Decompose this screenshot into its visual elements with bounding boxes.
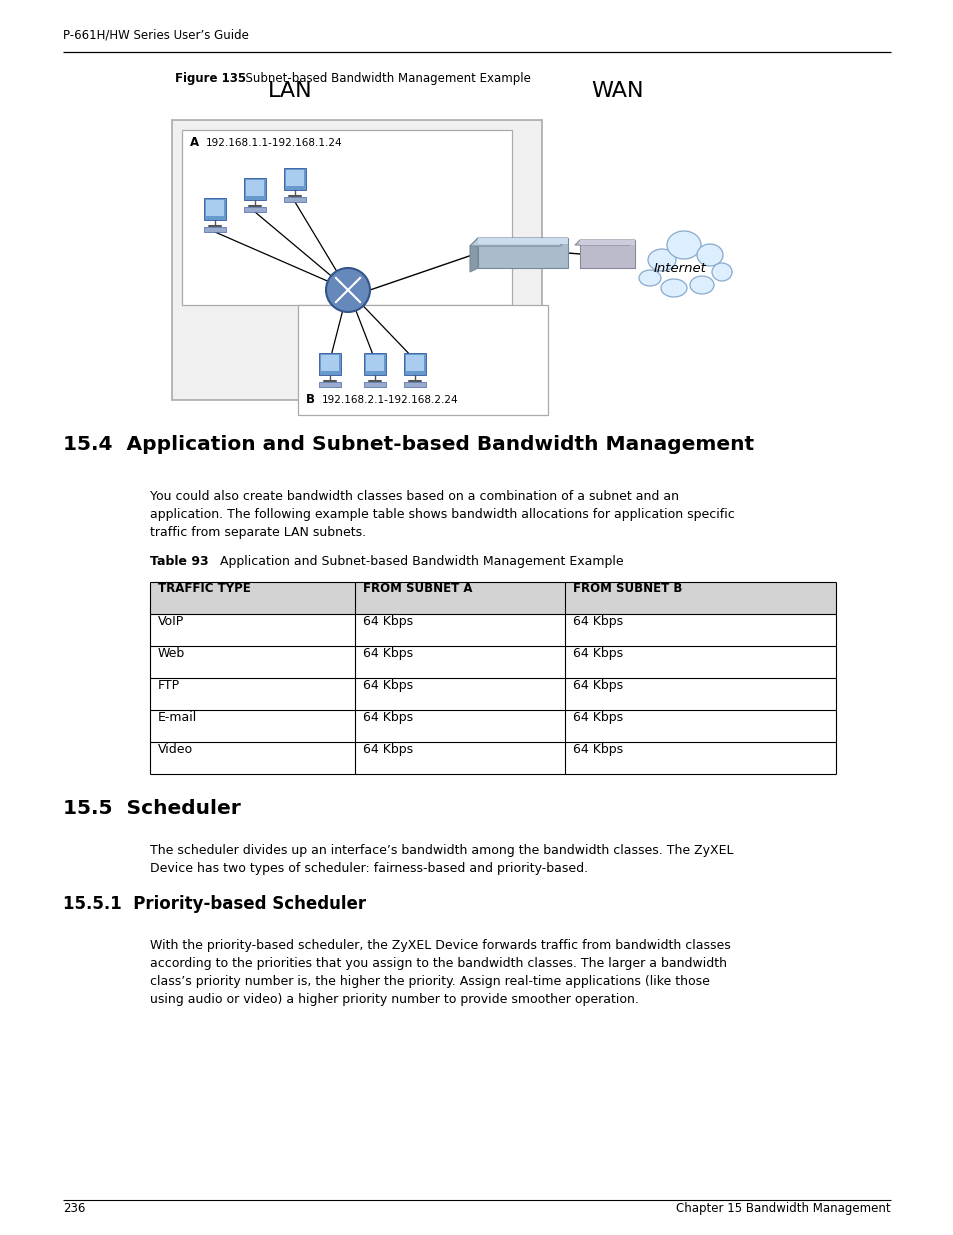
Text: FROM SUBNET A: FROM SUBNET A bbox=[363, 582, 472, 595]
Text: Video: Video bbox=[158, 743, 193, 756]
Bar bbox=[182, 130, 512, 305]
Bar bbox=[477, 238, 567, 245]
Text: The scheduler divides up an interface’s bandwidth among the bandwidth classes. T: The scheduler divides up an interface’s … bbox=[150, 844, 733, 857]
Text: Application and Subnet-based Bandwidth Management Example: Application and Subnet-based Bandwidth M… bbox=[208, 555, 623, 568]
Ellipse shape bbox=[689, 275, 713, 294]
Text: 64 Kbps: 64 Kbps bbox=[363, 711, 413, 724]
Text: Internet: Internet bbox=[653, 262, 706, 275]
Bar bbox=[244, 207, 266, 212]
Text: B: B bbox=[306, 393, 314, 406]
Ellipse shape bbox=[639, 270, 660, 287]
Text: 64 Kbps: 64 Kbps bbox=[573, 647, 622, 659]
Text: FTP: FTP bbox=[158, 679, 180, 692]
Bar bbox=[297, 305, 547, 415]
Text: Table 93: Table 93 bbox=[150, 555, 209, 568]
Text: 64 Kbps: 64 Kbps bbox=[363, 647, 413, 659]
Text: 236: 236 bbox=[63, 1202, 85, 1215]
Text: 64 Kbps: 64 Kbps bbox=[573, 615, 622, 629]
Text: 192.168.1.1-192.168.1.24: 192.168.1.1-192.168.1.24 bbox=[206, 138, 342, 148]
Text: With the priority-based scheduler, the ZyXEL Device forwards traffic from bandwi: With the priority-based scheduler, the Z… bbox=[150, 939, 730, 952]
Text: 15.4  Application and Subnet-based Bandwidth Management: 15.4 Application and Subnet-based Bandwi… bbox=[63, 435, 753, 454]
Bar bbox=[286, 170, 304, 186]
Bar bbox=[284, 168, 306, 190]
Text: class’s priority number is, the higher the priority. Assign real-time applicatio: class’s priority number is, the higher t… bbox=[150, 974, 709, 988]
Text: 64 Kbps: 64 Kbps bbox=[573, 679, 622, 692]
Bar bbox=[477, 238, 567, 268]
Text: 192.168.2.1-192.168.2.24: 192.168.2.1-192.168.2.24 bbox=[322, 395, 458, 405]
Bar bbox=[318, 382, 340, 387]
Text: using audio or video) a higher priority number to provide smoother operation.: using audio or video) a higher priority … bbox=[150, 993, 639, 1007]
Text: 64 Kbps: 64 Kbps bbox=[363, 743, 413, 756]
Text: WAN: WAN bbox=[591, 82, 643, 101]
Bar bbox=[364, 382, 386, 387]
Text: 15.5  Scheduler: 15.5 Scheduler bbox=[63, 799, 240, 818]
Text: traffic from separate LAN subnets.: traffic from separate LAN subnets. bbox=[150, 526, 366, 538]
Bar bbox=[406, 354, 423, 370]
Ellipse shape bbox=[711, 263, 731, 282]
Bar bbox=[403, 382, 426, 387]
Bar bbox=[403, 353, 426, 375]
Text: TRAFFIC TYPE: TRAFFIC TYPE bbox=[158, 582, 251, 595]
Text: Device has two types of scheduler: fairness-based and priority-based.: Device has two types of scheduler: fairn… bbox=[150, 862, 587, 876]
Text: Chapter 15 Bandwidth Management: Chapter 15 Bandwidth Management bbox=[676, 1202, 890, 1215]
Text: P-661H/HW Series User’s Guide: P-661H/HW Series User’s Guide bbox=[63, 28, 249, 41]
Bar bbox=[579, 240, 635, 268]
Polygon shape bbox=[470, 238, 567, 246]
Ellipse shape bbox=[697, 245, 722, 266]
Text: You could also create bandwidth classes based on a combination of a subnet and a: You could also create bandwidth classes … bbox=[150, 490, 679, 503]
Polygon shape bbox=[575, 240, 635, 245]
Ellipse shape bbox=[660, 279, 686, 296]
Text: LAN: LAN bbox=[268, 82, 312, 101]
Text: A: A bbox=[190, 136, 199, 149]
Text: Subnet-based Bandwidth Management Example: Subnet-based Bandwidth Management Exampl… bbox=[237, 72, 530, 85]
Text: Web: Web bbox=[158, 647, 185, 659]
Bar bbox=[172, 120, 541, 400]
Text: VoIP: VoIP bbox=[158, 615, 184, 629]
Bar bbox=[246, 180, 264, 196]
Bar bbox=[366, 354, 384, 370]
Text: 64 Kbps: 64 Kbps bbox=[363, 679, 413, 692]
Ellipse shape bbox=[666, 231, 700, 259]
Ellipse shape bbox=[647, 249, 676, 270]
Text: Figure 135: Figure 135 bbox=[174, 72, 246, 85]
Text: 64 Kbps: 64 Kbps bbox=[573, 711, 622, 724]
Text: 64 Kbps: 64 Kbps bbox=[363, 615, 413, 629]
Bar bbox=[206, 200, 224, 216]
Polygon shape bbox=[470, 238, 477, 272]
Circle shape bbox=[326, 268, 370, 312]
Bar bbox=[284, 198, 306, 203]
Text: 64 Kbps: 64 Kbps bbox=[573, 743, 622, 756]
Bar bbox=[579, 240, 635, 245]
Bar bbox=[204, 198, 226, 220]
Text: FROM SUBNET B: FROM SUBNET B bbox=[573, 582, 681, 595]
Text: E-mail: E-mail bbox=[158, 711, 197, 724]
Bar bbox=[244, 178, 266, 200]
Bar bbox=[318, 353, 340, 375]
Bar bbox=[320, 354, 338, 370]
Bar bbox=[364, 353, 386, 375]
Bar bbox=[150, 582, 835, 614]
Text: 15.5.1  Priority-based Scheduler: 15.5.1 Priority-based Scheduler bbox=[63, 895, 366, 913]
Bar bbox=[204, 227, 226, 232]
Text: according to the priorities that you assign to the bandwidth classes. The larger: according to the priorities that you ass… bbox=[150, 957, 726, 969]
Text: application. The following example table shows bandwidth allocations for applica: application. The following example table… bbox=[150, 508, 734, 521]
